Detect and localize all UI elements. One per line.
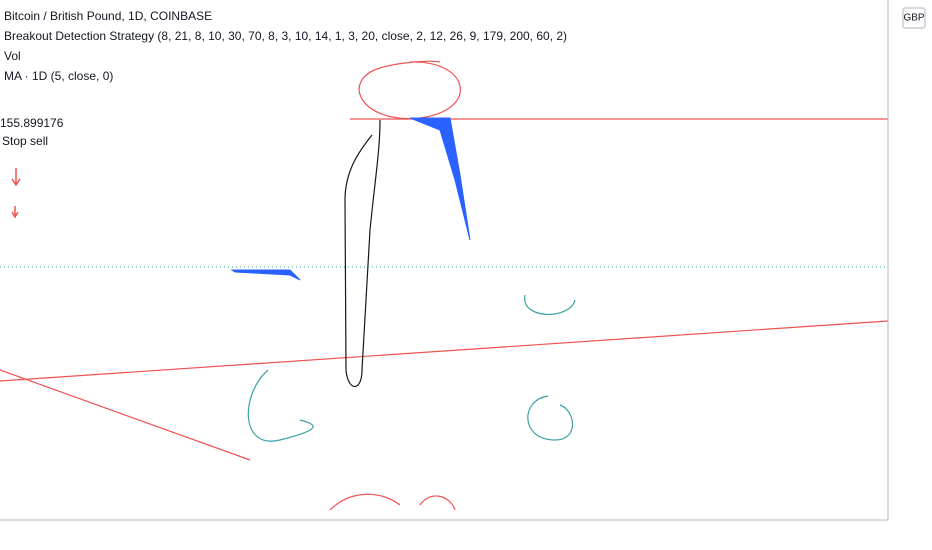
curve-drawing bbox=[419, 495, 456, 511]
indicator-label: Breakout Detection Strategy (8, 21, 8, 1… bbox=[4, 29, 567, 43]
highlight bbox=[230, 269, 301, 281]
currency-box[interactable] bbox=[902, 7, 926, 29]
title: Bitcoin / British Pound, 1D, COINBASE bbox=[4, 9, 212, 23]
signal-arrow bbox=[11, 168, 21, 187]
indicator-label: MA · 1D (5, close, 0) bbox=[4, 69, 113, 83]
circle-drawing bbox=[358, 60, 461, 120]
indicator-label: Vol bbox=[4, 49, 21, 63]
loop-drawing bbox=[344, 119, 381, 388]
side-label: 155.899176 bbox=[0, 116, 64, 130]
highlight bbox=[409, 117, 471, 241]
trend-line bbox=[0, 320, 888, 382]
side-label: Stop sell bbox=[2, 134, 48, 148]
drawings bbox=[0, 60, 888, 511]
trend-line bbox=[0, 369, 251, 461]
currency: GBP bbox=[903, 13, 924, 24]
curve-drawing bbox=[247, 369, 314, 442]
curve-drawing bbox=[527, 395, 573, 441]
signal-arrow bbox=[11, 206, 19, 219]
curve-drawing bbox=[524, 294, 576, 315]
curve-drawing bbox=[329, 493, 401, 511]
